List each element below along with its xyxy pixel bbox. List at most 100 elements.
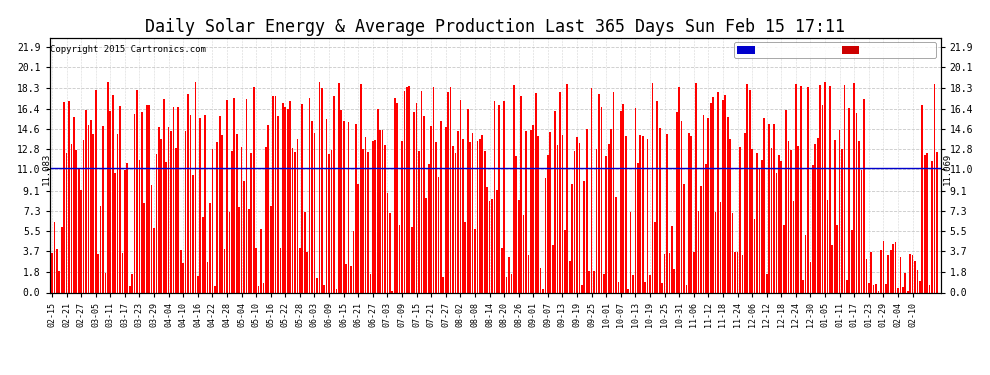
Bar — [141, 112, 143, 292]
Bar — [574, 151, 575, 292]
Bar — [829, 86, 831, 292]
Bar — [511, 274, 512, 292]
Bar — [423, 116, 425, 292]
Bar — [810, 262, 811, 292]
Bar — [544, 178, 546, 292]
Text: Copyright 2015 Cartronics.com: Copyright 2015 Cartronics.com — [50, 45, 206, 54]
Bar — [659, 128, 660, 292]
Bar — [226, 100, 228, 292]
Bar — [569, 261, 570, 292]
Bar — [678, 87, 680, 292]
Bar — [137, 90, 138, 292]
Bar — [853, 82, 855, 292]
Bar — [279, 248, 281, 292]
Bar — [172, 107, 174, 292]
Bar — [248, 209, 249, 292]
Bar — [846, 280, 847, 292]
Bar — [516, 156, 517, 292]
Bar — [471, 133, 473, 292]
Bar — [746, 84, 748, 292]
Bar — [150, 185, 152, 292]
Bar — [603, 274, 605, 292]
Bar — [199, 118, 201, 292]
Bar — [494, 101, 495, 292]
Bar — [58, 272, 60, 292]
Bar — [445, 127, 446, 292]
Bar — [428, 164, 430, 292]
Bar — [698, 211, 700, 292]
Bar — [100, 207, 101, 292]
Bar — [927, 153, 928, 292]
Bar — [802, 280, 804, 292]
Bar — [640, 135, 642, 292]
Bar — [620, 111, 622, 292]
Bar — [447, 92, 449, 292]
Bar — [275, 96, 276, 292]
Bar — [406, 87, 408, 292]
Bar — [503, 101, 505, 292]
Bar — [521, 96, 522, 292]
Bar — [467, 109, 468, 292]
Bar — [586, 129, 588, 292]
Bar — [270, 206, 271, 292]
Bar — [668, 253, 670, 292]
Bar — [282, 103, 284, 292]
Bar — [452, 146, 453, 292]
Bar — [518, 200, 520, 292]
Bar — [51, 253, 52, 292]
Bar — [875, 284, 877, 292]
Bar — [321, 88, 323, 292]
Bar — [457, 131, 458, 292]
Bar — [418, 151, 420, 292]
Bar — [63, 102, 65, 292]
Bar — [900, 257, 901, 292]
Bar — [374, 140, 376, 292]
Bar — [265, 147, 266, 292]
Bar — [416, 103, 418, 292]
Bar — [148, 105, 150, 292]
Bar — [561, 135, 563, 292]
Bar — [112, 94, 114, 292]
Bar — [870, 252, 872, 292]
Bar — [676, 112, 677, 292]
Bar — [257, 286, 259, 292]
Bar — [790, 150, 792, 292]
Bar — [224, 249, 226, 292]
Bar — [401, 141, 403, 292]
Bar — [892, 244, 894, 292]
Bar — [386, 193, 388, 292]
Bar — [409, 86, 410, 292]
Bar — [610, 129, 612, 292]
Bar — [824, 82, 826, 292]
Bar — [441, 121, 442, 292]
Bar — [523, 215, 525, 292]
Bar — [438, 177, 440, 292]
Bar — [635, 108, 637, 292]
Bar — [367, 152, 369, 292]
Bar — [914, 261, 916, 292]
Bar — [144, 203, 146, 292]
Bar — [763, 118, 765, 292]
Bar — [758, 169, 760, 292]
Bar — [934, 84, 936, 292]
Bar — [547, 155, 548, 292]
Bar — [331, 150, 333, 292]
Bar — [720, 202, 722, 292]
Bar — [827, 200, 829, 292]
Bar — [267, 125, 269, 292]
Bar — [202, 217, 204, 292]
Bar — [549, 132, 551, 292]
Bar — [761, 160, 762, 292]
Bar — [90, 120, 92, 292]
Bar — [528, 255, 530, 292]
Bar — [770, 148, 772, 292]
Bar — [221, 135, 223, 292]
Bar — [625, 136, 627, 292]
Bar — [262, 283, 264, 292]
Bar — [732, 213, 734, 292]
Bar — [134, 114, 136, 292]
Text: 11.069: 11.069 — [942, 152, 952, 184]
Bar — [124, 170, 126, 292]
Bar — [551, 245, 553, 292]
Bar — [194, 82, 196, 292]
